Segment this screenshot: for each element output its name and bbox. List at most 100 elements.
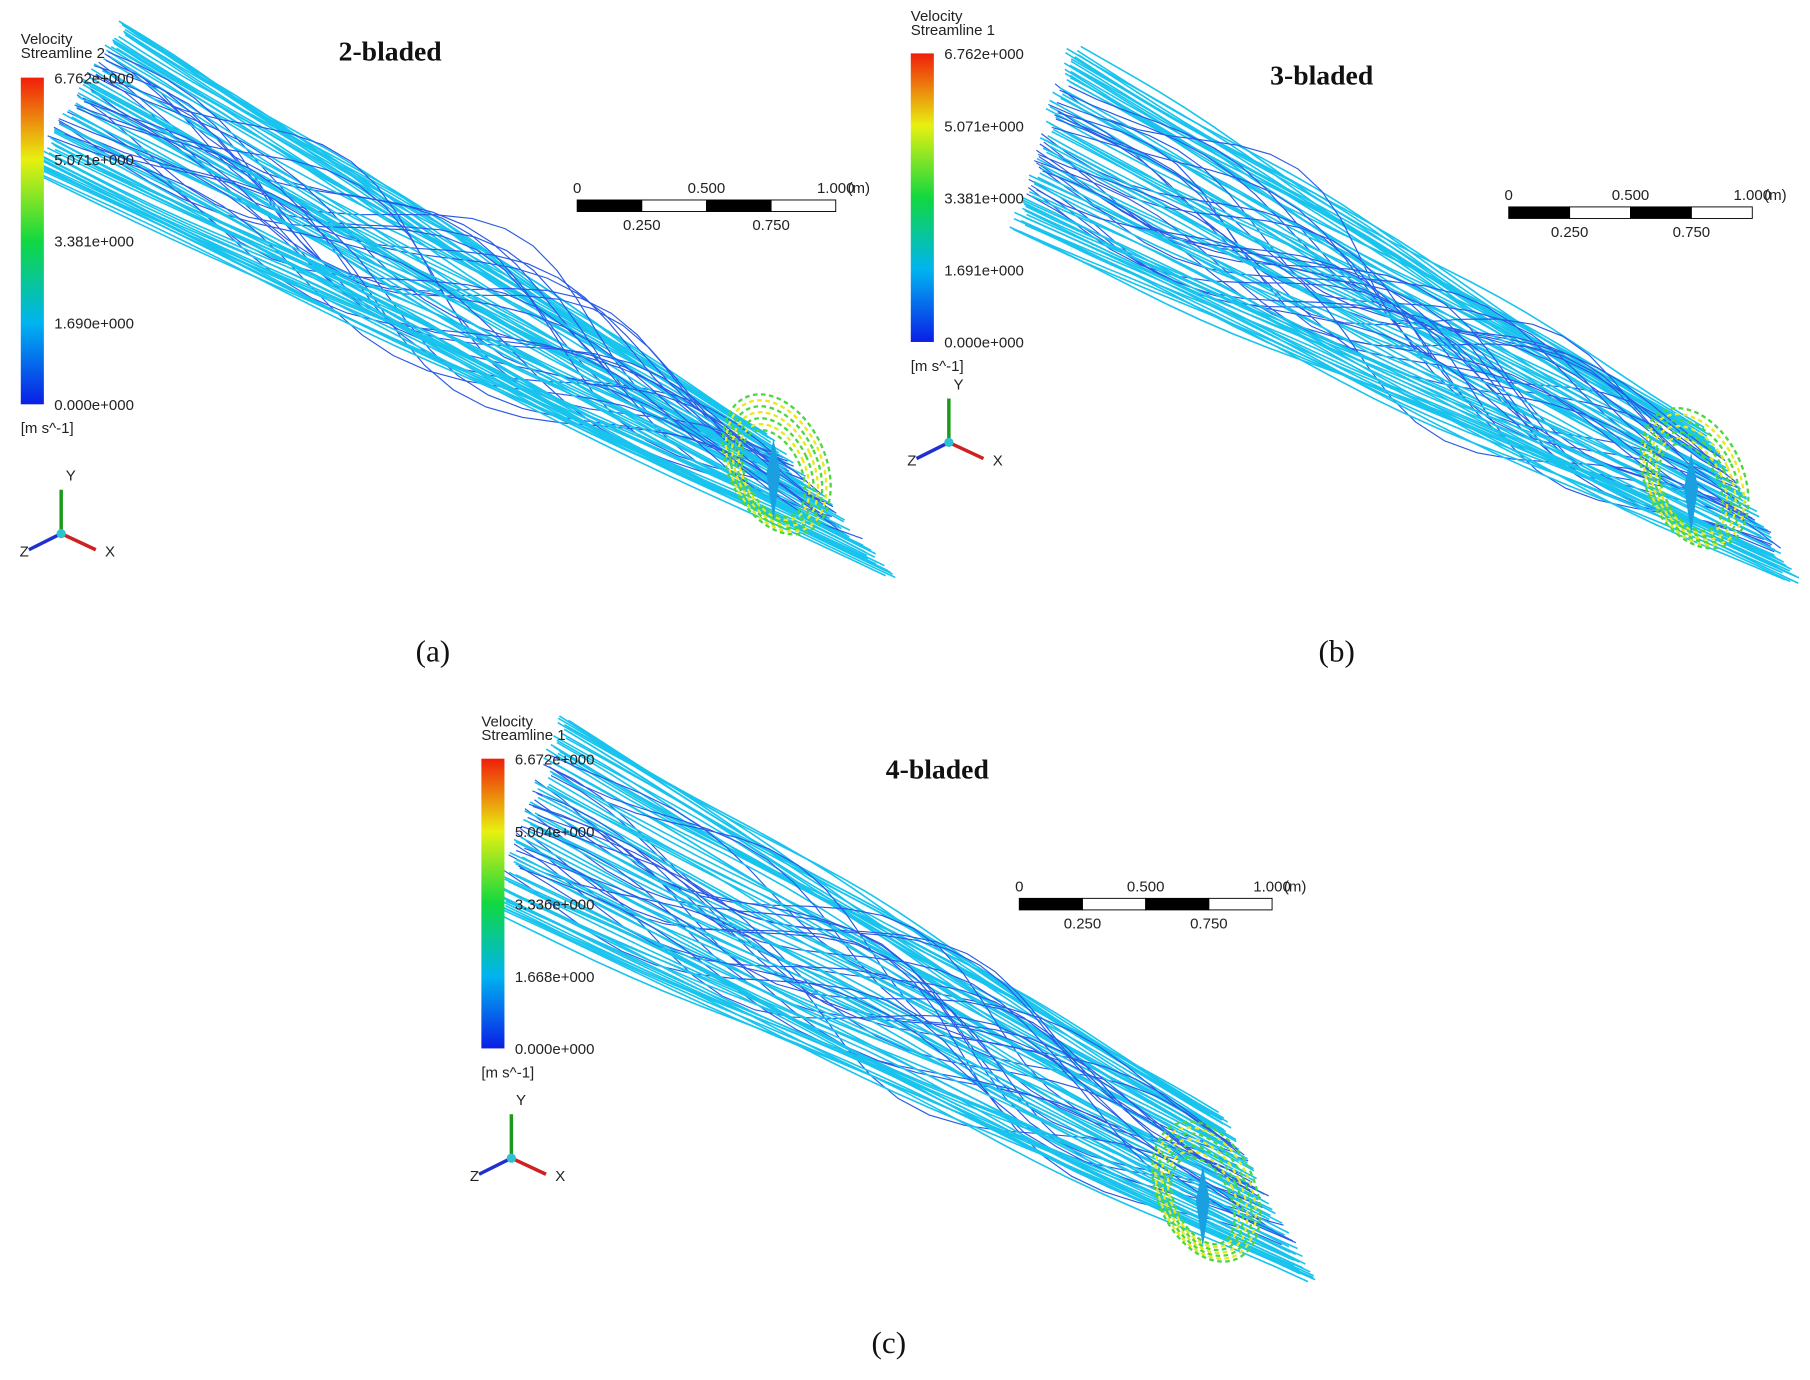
streamline — [534, 781, 1238, 1168]
streamlines — [493, 715, 1316, 1283]
legend-unit: [m s^-1] — [911, 358, 964, 375]
streamline — [64, 124, 851, 531]
rotor-trace — [1163, 1144, 1245, 1252]
axis-letter: X — [993, 452, 1003, 469]
colorbar — [910, 53, 934, 342]
streamline — [1036, 189, 1782, 549]
colorbar — [20, 77, 44, 405]
colorbar-label: 6.762e+000 — [54, 70, 134, 87]
scale-label: 0.750 — [1190, 915, 1228, 932]
scale-label: (m) — [1284, 878, 1307, 895]
streamline — [47, 135, 849, 541]
streamline — [527, 816, 1261, 1199]
streamline — [546, 785, 1255, 1172]
streamline — [1042, 147, 1753, 514]
streamline — [1052, 128, 1747, 499]
rotor-trace — [1648, 424, 1737, 541]
panel-caption: (a) — [416, 634, 451, 669]
streamline — [550, 755, 1232, 1144]
streamline — [103, 57, 790, 466]
scale-label: 0 — [573, 180, 581, 197]
axis-z — [478, 1156, 513, 1176]
scale-label: 0.500 — [1127, 878, 1165, 895]
scale-label: 1.000 — [817, 180, 855, 197]
streamline — [1054, 83, 1711, 460]
streamlines — [1009, 45, 1800, 584]
streamline — [74, 104, 830, 511]
scale-label: 0.250 — [1064, 915, 1102, 932]
streamline — [1051, 130, 1748, 500]
scale-segment — [1145, 897, 1210, 911]
scale-segment — [1082, 897, 1147, 911]
rotor-trace — [1151, 1120, 1262, 1263]
axis-origin — [506, 1153, 516, 1163]
colorbar-label: 5.004e+000 — [515, 824, 595, 841]
rotor-blade — [766, 438, 781, 520]
streamline — [31, 170, 887, 577]
streamline — [493, 911, 1309, 1283]
streamline — [548, 766, 1240, 1154]
rotor-trace — [721, 393, 832, 536]
rotor-trace — [1154, 1126, 1257, 1260]
streamline — [515, 873, 1298, 1250]
colorbar — [481, 758, 505, 1049]
streamline — [523, 818, 1259, 1201]
axis-origin — [56, 528, 66, 539]
streamline — [534, 812, 1265, 1195]
streamline — [1045, 107, 1723, 481]
scale-label: (m) — [1764, 187, 1787, 204]
streamline — [1022, 199, 1776, 558]
scale-label: 0.500 — [1612, 187, 1650, 204]
rotor-trace — [731, 411, 820, 527]
rotor-trace — [734, 417, 815, 524]
scale-segment — [641, 199, 707, 212]
rotor-trace — [1651, 430, 1733, 538]
axis-letter: Z — [470, 1168, 479, 1185]
streamline — [102, 69, 806, 478]
streamline — [86, 71, 794, 479]
streamline — [519, 867, 1297, 1244]
streamline — [528, 821, 1266, 1203]
axis-z — [915, 440, 950, 461]
streamline — [521, 856, 1290, 1234]
legend-name: Streamline 1 — [911, 22, 995, 39]
scale-segment — [1630, 206, 1692, 219]
colorbar-label: 1.690e+000 — [54, 315, 134, 332]
scale-segment — [1018, 897, 1083, 911]
streamline — [557, 752, 1237, 1143]
rotor-trace — [1166, 1150, 1241, 1249]
streamline — [500, 887, 1295, 1261]
scale-label: 0.250 — [1551, 224, 1589, 241]
colorbar-label: 0.000e+000 — [944, 335, 1024, 352]
axis-letter: Y — [953, 376, 963, 393]
scale-segment — [1690, 206, 1753, 219]
panel-title: 4-bladed — [886, 753, 990, 784]
streamline — [53, 126, 842, 533]
scale-label: 0 — [1505, 187, 1513, 204]
axis-letter: Z — [20, 544, 29, 561]
rotor-trace — [1655, 436, 1729, 535]
legend-variable: Velocity — [21, 31, 73, 48]
streamline — [93, 65, 790, 472]
legend-name: Streamline 1 — [481, 727, 565, 744]
streamline — [548, 783, 1254, 1170]
axis-letter: Y — [66, 467, 76, 484]
streamline — [503, 869, 1283, 1246]
streamline — [502, 896, 1304, 1269]
streamline — [1057, 112, 1738, 484]
rotor-trace — [740, 428, 807, 519]
panel-title: 3-bladed — [1270, 60, 1374, 91]
colorbar-label: 0.000e+000 — [515, 1041, 595, 1058]
streamline — [106, 49, 780, 457]
streamline — [564, 724, 1219, 1117]
scale-segment — [1508, 206, 1571, 219]
colorbar-label: 1.668e+000 — [515, 969, 595, 986]
streamline — [520, 836, 1271, 1217]
colorbar-label: 5.071e+000 — [54, 152, 134, 169]
streamline — [1047, 134, 1747, 504]
scale-label: 1.000 — [1734, 187, 1772, 204]
